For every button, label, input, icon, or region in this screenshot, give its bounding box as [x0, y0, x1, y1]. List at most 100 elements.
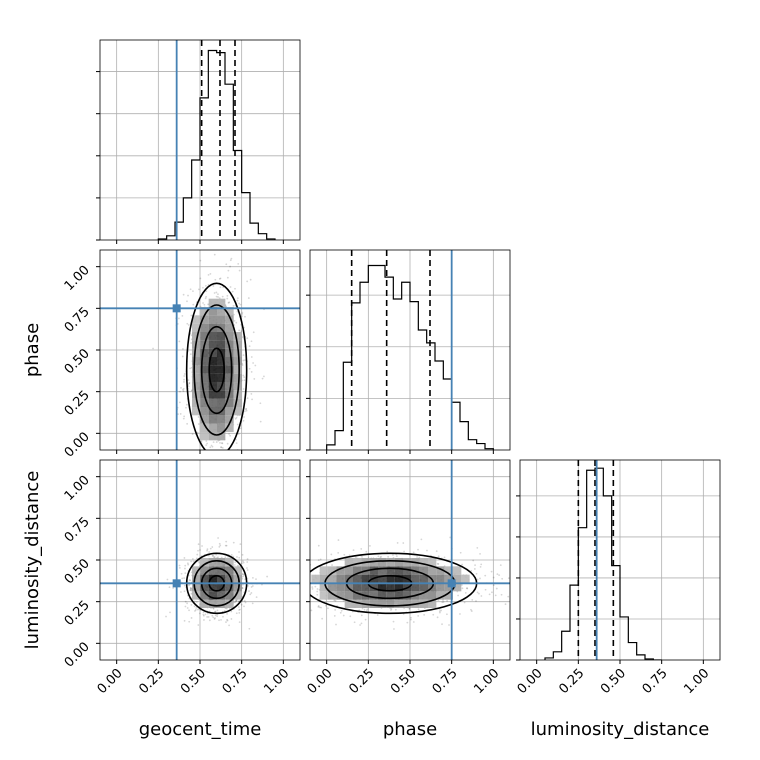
- density-cell: [233, 365, 242, 374]
- scatter-point: [190, 592, 193, 595]
- scatter-point: [201, 484, 203, 486]
- density-cell: [394, 583, 403, 592]
- scatter-point: [288, 596, 290, 598]
- scatter-point: [225, 540, 228, 543]
- density-cell: [208, 357, 217, 366]
- scatter-point: [361, 607, 364, 610]
- scatter-point: [417, 608, 420, 611]
- scatter-point: [184, 572, 187, 574]
- scatter-point: [463, 601, 466, 604]
- scatter-point: [515, 573, 517, 575]
- density-cell: [208, 332, 217, 341]
- scatter-point: [246, 569, 249, 571]
- scatter-point: [248, 627, 251, 630]
- density-cell: [369, 583, 378, 592]
- scatter-point: [183, 373, 186, 375]
- density-cell: [208, 315, 217, 324]
- scatter-point: [189, 367, 192, 370]
- scatter-point: [198, 612, 201, 615]
- scatter-point: [186, 562, 189, 565]
- scatter-point: [464, 592, 467, 594]
- scatter-point: [202, 286, 204, 289]
- scatter-point: [206, 442, 209, 445]
- scatter-point: [303, 577, 305, 579]
- density-cell: [200, 591, 209, 600]
- scatter-point: [188, 579, 191, 581]
- density-cell: [217, 566, 226, 575]
- scatter-point: [183, 375, 186, 377]
- scatter-point: [252, 576, 254, 579]
- density-cell: [353, 591, 362, 600]
- density-cell: [208, 591, 217, 600]
- scatter-point: [232, 541, 235, 544]
- density-cell: [208, 423, 217, 432]
- scatter-point: [196, 431, 199, 434]
- scatter-point: [195, 600, 198, 603]
- scatter-point: [251, 609, 253, 611]
- density-cell: [217, 398, 226, 407]
- scatter-point: [294, 578, 296, 580]
- scatter-point: [178, 401, 181, 404]
- density-cell: [217, 357, 226, 366]
- scatter-point: [182, 348, 184, 350]
- scatter-point: [232, 555, 235, 558]
- scatter-point: [241, 587, 244, 590]
- scatter-point: [235, 442, 238, 445]
- scatter-point: [199, 549, 201, 551]
- scatter-point: [183, 457, 185, 459]
- density-cell: [328, 574, 337, 583]
- density-cell: [353, 583, 362, 592]
- scatter-point: [226, 607, 228, 610]
- scatter-point: [220, 618, 222, 621]
- scatter-point: [189, 588, 192, 591]
- scatter-point: [417, 614, 420, 617]
- scatter-point: [311, 586, 314, 589]
- scatter-point: [236, 299, 239, 302]
- scatter-point: [261, 377, 264, 380]
- scatter-point: [238, 329, 241, 332]
- density-cell: [386, 591, 395, 600]
- scatter-point: [412, 551, 415, 554]
- scatter-point: [390, 608, 393, 610]
- density-cell: [328, 591, 337, 600]
- scatter-point: [471, 599, 474, 601]
- density-cell: [378, 558, 387, 567]
- scatter-point: [476, 547, 479, 549]
- scatter-point: [264, 570, 266, 572]
- scatter-point: [234, 561, 237, 564]
- scatter-point: [213, 618, 216, 620]
- ylabel-luminosity-distance: luminosity_distance: [22, 471, 43, 650]
- scatter-point: [393, 628, 395, 630]
- scatter-point: [317, 544, 320, 547]
- scatter-point: [230, 553, 233, 556]
- scatter-point: [352, 549, 355, 552]
- scatter-point: [216, 609, 219, 612]
- density-cell: [444, 566, 453, 575]
- scatter-point: [211, 614, 214, 617]
- scatter-point: [403, 550, 405, 553]
- scatter-point: [218, 619, 220, 622]
- scatter-point: [250, 586, 253, 588]
- scatter-point: [218, 457, 220, 459]
- scatter-point: [290, 577, 292, 579]
- scatter-point: [213, 556, 216, 559]
- density-cell: [394, 574, 403, 583]
- density-cell: [200, 558, 209, 567]
- scatter-point: [250, 393, 253, 395]
- density-cell: [386, 599, 395, 608]
- contour-level-4: [208, 347, 225, 393]
- scatter-point: [230, 489, 232, 491]
- scatter-point: [386, 550, 389, 553]
- scatter-point: [243, 379, 246, 382]
- density-cell: [419, 599, 428, 608]
- scatter-point: [226, 618, 228, 621]
- scatter-point: [199, 277, 202, 280]
- scatter-point: [205, 295, 208, 298]
- density-cell: [411, 574, 420, 583]
- density-cell: [200, 315, 209, 324]
- scatter-point: [207, 616, 210, 618]
- scatter-point: [238, 302, 240, 305]
- scatter-point: [441, 601, 444, 604]
- density-cell: [225, 365, 234, 374]
- scatter-point: [466, 587, 469, 590]
